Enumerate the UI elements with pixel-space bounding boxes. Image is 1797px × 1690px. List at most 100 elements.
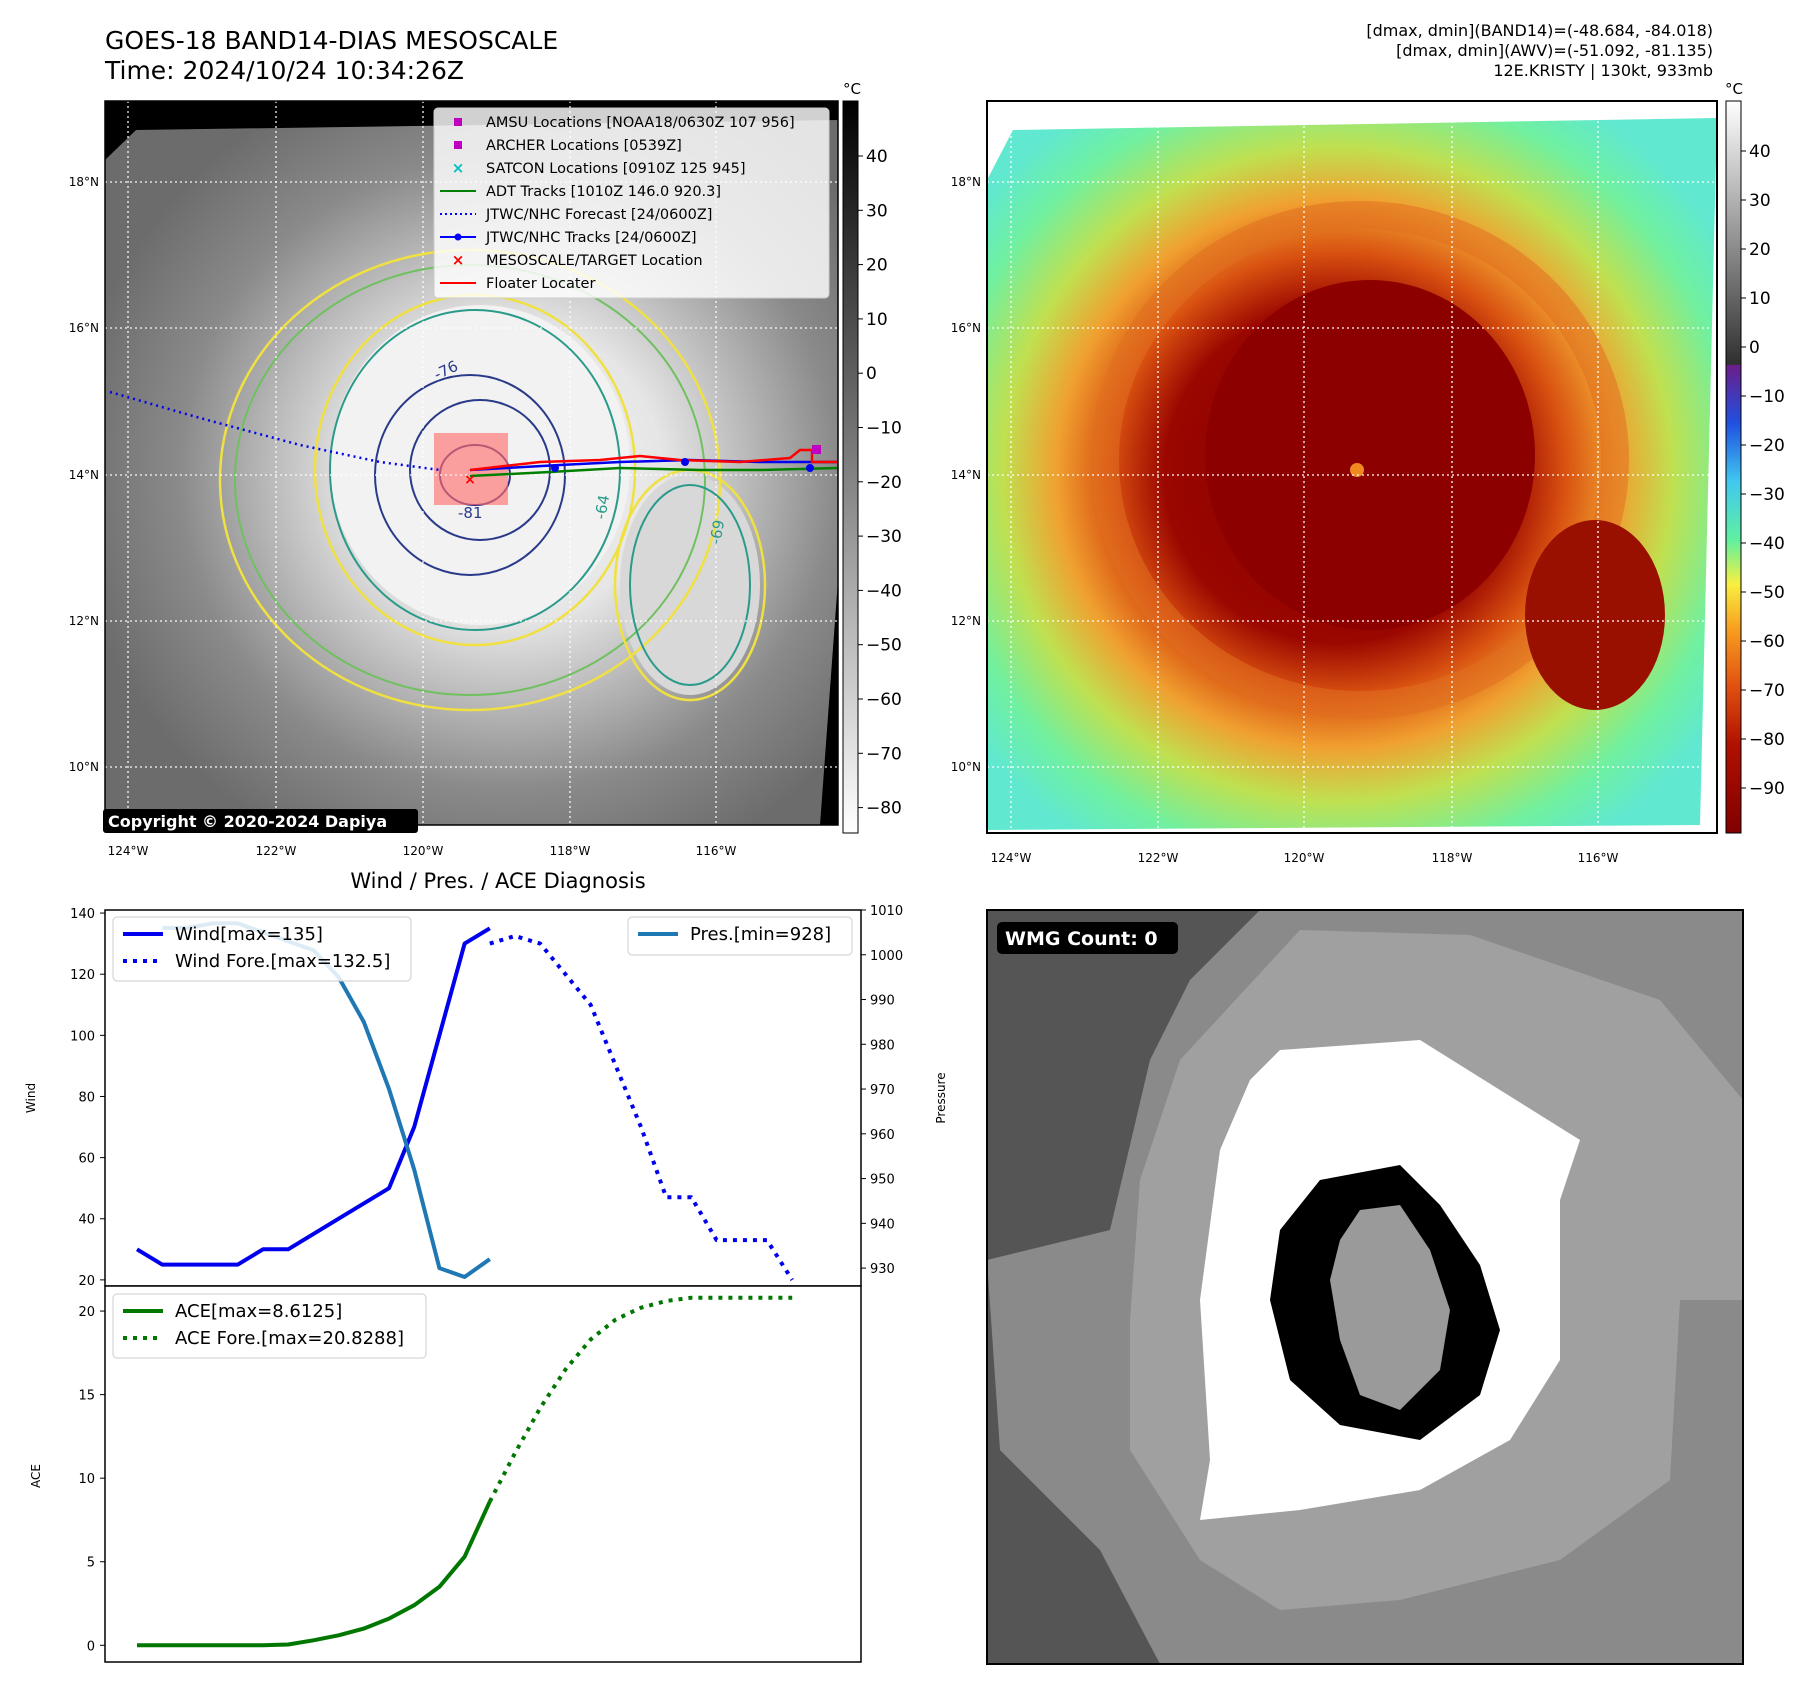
- y-tick-label: 40: [78, 1213, 95, 1228]
- y-tick-label: 15: [78, 1389, 95, 1404]
- series-line: [137, 1500, 492, 1648]
- lon-tick-label: 116°W: [1578, 851, 1619, 865]
- jtwc-track-point: [551, 464, 559, 472]
- ir-map-panel: × -76 -81 -64 -69 AMSU Locations [NOAA18…: [69, 100, 839, 858]
- figure-title: GOES-18 BAND14-DIAS MESOSCALE: [105, 26, 559, 55]
- colorbar-tick-label: −40: [1749, 534, 1785, 554]
- colorbar-tick-label: 20: [866, 256, 888, 276]
- y-tick-label: 5: [87, 1556, 95, 1571]
- colorbar-tick-label: −60: [866, 690, 902, 710]
- lat-tick-label: 18°N: [951, 175, 981, 189]
- legend-marker: ×: [452, 159, 465, 177]
- awv-cdo: [1205, 280, 1535, 630]
- lat-tick-label: 10°N: [69, 760, 99, 774]
- color-colorbar: °C 40 30 20 10 0 −10 −20 −30 −40 −50 −60 −70 −80 −90: [1725, 80, 1785, 834]
- y2-tick-label: 1000: [870, 949, 903, 964]
- gray-colorbar: °C 40 30 20 10 0 −10 −20 −30 −40 −50 −60 −70 −80: [842, 80, 902, 834]
- legend-label: AMSU Locations [NOAA18/0630Z 107 956]: [486, 115, 795, 131]
- series-line: [488, 1295, 793, 1503]
- colorbar-tick-label: 20: [1749, 240, 1771, 260]
- gray-colorbar-unit: °C: [843, 80, 861, 98]
- legend-frame: [433, 107, 830, 299]
- lat-tick-label: 14°N: [951, 468, 981, 482]
- y2-tick-label: 980: [870, 1038, 895, 1053]
- legend-marker: [454, 141, 462, 149]
- series-line: [489, 934, 794, 1281]
- lat-tick-label: 12°N: [951, 614, 981, 628]
- lon-tick-label: 124°W: [108, 844, 149, 858]
- figure-time: Time: 2024/10/24 10:34:26Z: [105, 56, 464, 85]
- pressure-axis-label: Pressure: [934, 1072, 948, 1123]
- y-tick-label: 140: [70, 907, 95, 922]
- lon-tick-label: 122°W: [1138, 851, 1179, 865]
- lat-tick-label: 16°N: [69, 321, 99, 335]
- legend-label: ARCHER Locations [0539Z]: [486, 138, 682, 154]
- legend-label: ADT Tracks [1010Z 146.0 920.3]: [486, 184, 721, 200]
- stats-awv: [dmax, dmin](AWV)=(-51.092, -81.135): [1396, 41, 1713, 60]
- y2-tick-label: 940: [870, 1217, 895, 1232]
- colorbar-tick-label: −20: [866, 473, 902, 493]
- chart-legend-frame: [112, 916, 412, 982]
- legend-marker: [454, 118, 462, 126]
- y2-tick-label: 1010: [870, 904, 903, 919]
- contour-teal: [329, 309, 621, 631]
- awv-outer-cell: [1525, 520, 1665, 710]
- wmg-count-box: [997, 922, 1178, 954]
- color-colorbar-unit: °C: [1725, 80, 1743, 98]
- lon-tick-label: 120°W: [403, 844, 444, 858]
- chart-legend-label: Pres.[min=928]: [690, 924, 831, 945]
- colorbar-tick-label: −10: [1749, 387, 1785, 407]
- chart-legend-label: Wind Fore.[max=132.5]: [175, 951, 390, 972]
- colorbar-tick-label: −40: [866, 581, 902, 601]
- colorbar-tick-label: 30: [866, 201, 888, 221]
- legend-marker: ×: [452, 251, 465, 269]
- diagnosis-title: Wind / Pres. / ACE Diagnosis: [350, 869, 645, 893]
- contour-band-teal: [629, 484, 751, 686]
- jtwc-track-point: [806, 464, 814, 472]
- ir-map-legend: AMSU Locations [NOAA18/0630Z 107 956] ARC…: [433, 107, 830, 299]
- colorbar-tick-label: −20: [1749, 436, 1785, 456]
- stats-band14: [dmax, dmin](BAND14)=(-48.684, -84.018): [1366, 21, 1713, 40]
- awv-rainband: [1091, 201, 1629, 719]
- lon-tick-label: 116°W: [696, 844, 737, 858]
- colorbar-tick-label: −50: [866, 636, 902, 656]
- legend-label: Floater Locater: [486, 276, 595, 292]
- color-colorbar-ramp: [1725, 100, 1742, 834]
- gray-colorbar-ramp: [842, 100, 859, 834]
- colorbar-tick-label: 30: [1749, 191, 1771, 211]
- awv-map-frame: [986, 100, 1718, 834]
- y-tick-label: 0: [87, 1639, 95, 1654]
- y-tick-label: 120: [70, 968, 95, 983]
- y2-tick-label: 960: [870, 1128, 895, 1143]
- legend-marker: [454, 233, 462, 241]
- contour-label: -81: [458, 504, 483, 522]
- jtwc-track-point: [681, 458, 689, 466]
- awv-eye: [1350, 463, 1364, 477]
- colorbar-tick-label: −70: [1749, 681, 1785, 701]
- lat-tick-label: 16°N: [951, 321, 981, 335]
- lat-tick-label: 10°N: [951, 760, 981, 774]
- y2-tick-label: 990: [870, 994, 895, 1009]
- chart-legend-label: ACE Fore.[max=20.8288]: [175, 1328, 404, 1349]
- lat-tick-label: 14°N: [69, 468, 99, 482]
- legend-label: JTWC/NHC Forecast [24/0600Z]: [485, 207, 712, 223]
- y-tick-label: 20: [78, 1305, 95, 1320]
- series-line: [135, 926, 491, 1267]
- wind-pressure-chart: Wind / Pres. / ACE Diagnosis Wind Pressu…: [24, 869, 948, 1289]
- lon-tick-label: 118°W: [1432, 851, 1473, 865]
- lon-tick-label: 118°W: [550, 844, 591, 858]
- y-tick-label: 60: [78, 1152, 95, 1167]
- colorbar-tick-label: −80: [866, 799, 902, 819]
- y-tick-label: 10: [78, 1472, 95, 1487]
- colorbar-tick-label: 0: [1749, 338, 1760, 358]
- lon-tick-label: 122°W: [256, 844, 297, 858]
- y-tick-label: 100: [70, 1029, 95, 1044]
- storm-summary: 12E.KRISTY | 130kt, 933mb: [1493, 61, 1713, 80]
- wmg-eye: [1330, 1205, 1450, 1410]
- adt-track: [469, 466, 838, 478]
- lat-tick-label: 18°N: [69, 175, 99, 189]
- colorbar-tick-label: −70: [866, 744, 902, 764]
- lat-tick-label: 12°N: [69, 614, 99, 628]
- lon-tick-label: 124°W: [991, 851, 1032, 865]
- amsu-location-marker: [812, 445, 821, 454]
